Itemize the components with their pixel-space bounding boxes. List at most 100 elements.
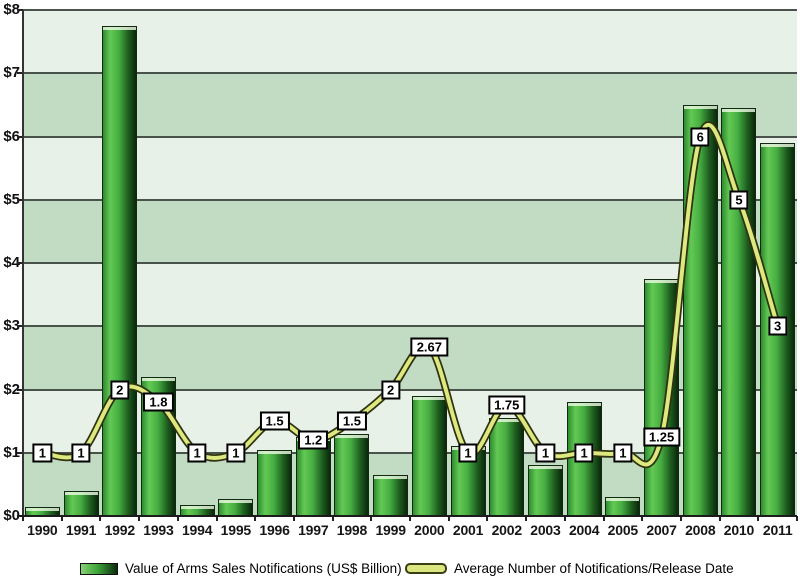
x-axis-tick [138, 516, 141, 521]
y-axis-label-$4: $4 [3, 254, 20, 271]
point-label-2005: 1 [613, 443, 633, 463]
y-axis-tick-$2 [17, 388, 23, 391]
y-axis-tick-$3 [17, 325, 23, 328]
x-axis-label-2002: 2002 [491, 522, 523, 538]
y-axis-label-$7: $7 [3, 64, 20, 82]
bar-2003 [527, 465, 563, 516]
bar-1996 [257, 449, 293, 516]
y-axis-tick-$7 [17, 72, 23, 75]
bar-2005 [605, 497, 641, 516]
x-axis-label-2000: 2000 [414, 522, 445, 538]
x-axis-tick [641, 516, 644, 521]
point-label-2004: 1 [574, 443, 594, 463]
point-label-1991: 1 [71, 443, 91, 463]
grid-line-$7 [23, 72, 797, 75]
y-axis-label-$6: $6 [3, 127, 20, 145]
point-label-1994: 1 [187, 443, 207, 463]
x-axis-tick [447, 516, 450, 521]
line-layer [38, 121, 782, 469]
x-axis-label-1990: 1990 [27, 522, 58, 538]
y-axis-label-$2: $2 [3, 380, 20, 398]
legend-item-line: Average Number of Notifications/Release … [405, 561, 734, 576]
bar-1994 [179, 505, 215, 516]
grid-line-$2 [23, 388, 797, 391]
bar-2008 [682, 104, 718, 516]
y-axis-label-$5: $5 [3, 190, 20, 208]
x-axis-label-1995: 1995 [220, 522, 252, 538]
x-axis-tick [679, 516, 682, 521]
point-label-1996: 1.5 [259, 411, 290, 431]
x-axis-tick [176, 516, 179, 521]
bar-2000 [411, 395, 447, 516]
x-axis-label-2004: 2004 [568, 522, 600, 538]
x-axis-tick [602, 516, 605, 521]
point-label-2011: 3 [768, 316, 788, 336]
x-axis-label-2001: 2001 [452, 522, 484, 538]
x-axis-line [17, 515, 797, 517]
x-axis-tick [99, 516, 102, 521]
x-axis-label-2008: 2008 [685, 522, 716, 538]
bar-1990 [24, 506, 60, 516]
x-axis-label-1998: 1998 [336, 522, 368, 538]
point-label-1995: 1 [226, 443, 246, 463]
line-fill [40, 122, 780, 467]
point-label-1992: 2 [110, 380, 130, 399]
x-axis-label-2011: 2011 [762, 522, 793, 538]
x-axis-label-1992: 1992 [104, 522, 136, 538]
x-axis-label-1991: 1991 [65, 522, 97, 538]
x-axis-label-2010: 2010 [723, 522, 755, 538]
y-axis-label-$1: $1 [3, 443, 20, 461]
legend-item-bars: Value of Arms Sales Notifications (US$ B… [80, 561, 402, 576]
grid-line-$8 [23, 9, 797, 11]
x-axis-label-2007: 2007 [646, 522, 677, 538]
y-axis-tick-$1 [17, 451, 23, 454]
x-axis-tick [718, 516, 721, 521]
grid-line-$5 [23, 198, 797, 201]
bar-1995 [218, 498, 254, 516]
point-label-2007: 1.25 [642, 427, 681, 447]
x-axis-tick [525, 516, 528, 521]
x-axis-label-2003: 2003 [530, 522, 561, 538]
point-label-1990: 1 [32, 443, 52, 463]
grid-line-$6 [23, 135, 797, 138]
x-axis-tick [796, 516, 798, 521]
bar-2007 [644, 278, 680, 516]
x-axis-tick [331, 516, 334, 521]
y-axis-tick-$8 [17, 9, 23, 11]
point-label-2000: 2.67 [410, 337, 448, 357]
x-axis-label-1993: 1993 [143, 522, 174, 538]
y-axis-line [22, 10, 24, 516]
grid-line-$1 [23, 451, 797, 454]
bar-1992 [102, 25, 138, 516]
legend-label-line: Average Number of Notifications/Release … [454, 561, 734, 576]
plot-area: 1990 1991 1992 1993 1994 1995 1996 1997 1998 1999… [17, 9, 798, 538]
point-label-1998: 1.5 [336, 411, 367, 431]
point-label-1997: 1.2 [298, 430, 329, 450]
y-axis-tick-$4 [17, 262, 23, 264]
x-axis-tick [563, 516, 566, 521]
bar-1998 [334, 433, 370, 516]
bar-1991 [63, 490, 99, 516]
x-axis-label-2005: 2005 [607, 522, 639, 538]
x-axis-tick [292, 516, 295, 521]
legend-label-bars: Value of Arms Sales Notifications (US$ B… [125, 561, 402, 576]
x-axis-tick [370, 516, 373, 521]
x-axis-tick [215, 516, 218, 521]
y-axis-label-$0: $0 [3, 507, 20, 524]
point-label-2010: 5 [729, 190, 749, 210]
x-axis-tick [60, 516, 63, 521]
x-axis-label-1996: 1996 [259, 522, 290, 538]
bar-1997 [295, 436, 331, 516]
y-axis-tick-$6 [17, 135, 23, 138]
y-axis-tick-$5 [17, 198, 23, 201]
x-axis-tick [22, 516, 24, 521]
bar-swatch-icon [80, 562, 118, 575]
x-axis-label-1999: 1999 [375, 522, 406, 538]
x-axis-label-1994: 1994 [181, 522, 213, 538]
bar-2002 [489, 417, 525, 516]
legend: Value of Arms Sales Notifications (US$ B… [0, 561, 800, 585]
point-label-1999: 2 [381, 380, 401, 399]
x-axis-tick [409, 516, 411, 521]
point-label-2002: 1.75 [488, 395, 526, 415]
